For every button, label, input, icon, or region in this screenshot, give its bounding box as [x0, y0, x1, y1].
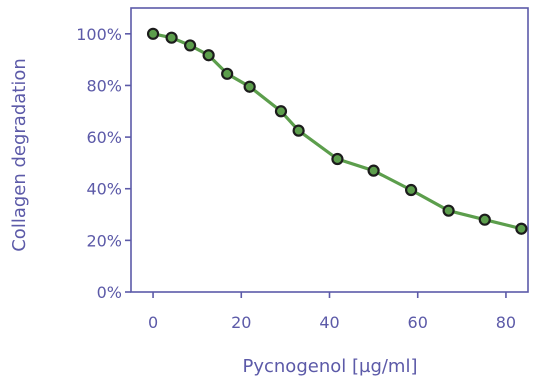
x-tick-label: 80 [496, 313, 516, 332]
y-tick-label: 60% [86, 128, 122, 147]
data-point [165, 31, 178, 44]
data-point [202, 49, 215, 62]
data-point [515, 222, 528, 235]
y-axis-title: Collagen degradation [9, 58, 30, 252]
data-point [405, 183, 418, 197]
data-point [243, 80, 256, 93]
data-point [292, 124, 305, 137]
x-tick-label: 20 [231, 313, 251, 332]
series-line [151, 32, 524, 231]
x-axis-title: Pycnogenol [µg/ml] [243, 356, 418, 377]
y-tick-label: 0% [97, 283, 122, 302]
x-tick-label: 60 [408, 313, 428, 332]
data-point [331, 152, 344, 166]
series [146, 27, 528, 235]
y-tick-label: 20% [86, 231, 122, 250]
data-point [146, 27, 160, 40]
y-tick-label: 40% [86, 180, 122, 199]
data-point [442, 204, 455, 217]
y-tick-label: 80% [86, 76, 122, 95]
data-point [184, 39, 197, 52]
x-tick-label: 40 [319, 313, 339, 332]
data-point [478, 213, 491, 226]
y-tick-label: 100% [76, 25, 122, 44]
data-point [367, 164, 380, 177]
ticks: 0% 20% 40% 60% 80% 100% 0 20 40 60 80 [76, 25, 516, 332]
x-tick-label: 0 [148, 313, 158, 332]
data-point [221, 67, 234, 80]
data-point [274, 105, 288, 118]
